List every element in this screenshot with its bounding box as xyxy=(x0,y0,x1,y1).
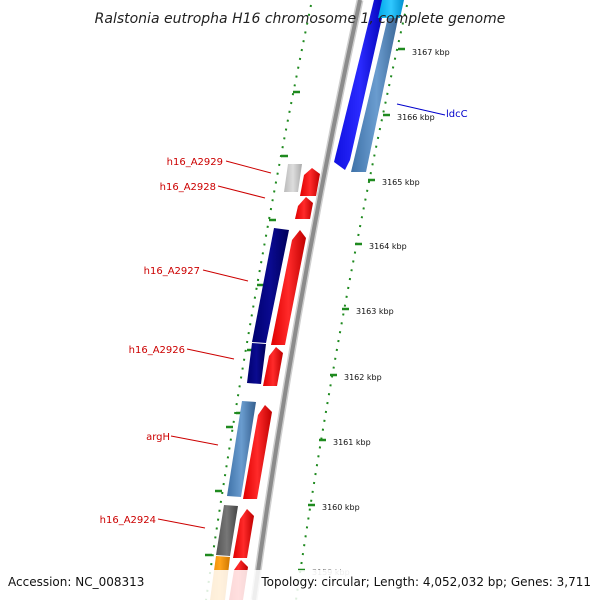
gene-label-h16-A2924[interactable]: h16_A2924 xyxy=(100,515,156,526)
gene-h16-A2924[interactable] xyxy=(233,509,254,558)
chromosome-backbone xyxy=(252,0,362,600)
gene-features xyxy=(210,0,404,600)
map-title: Ralstonia eutropha H16 chromosome 1, com… xyxy=(95,11,506,27)
gene-h16-A2929[interactable] xyxy=(300,168,320,196)
tick-label: 3162 kbp xyxy=(344,373,382,382)
gene-label-h16-A2929[interactable]: h16_A2929 xyxy=(167,157,223,168)
tick-label: 3165 kbp xyxy=(382,178,420,187)
tick-label: 3167 kbp xyxy=(412,48,450,57)
leader-ldcC xyxy=(396,103,446,116)
gene-label-ldcC[interactable]: ldcC xyxy=(446,109,468,120)
accession-text: Accession: NC_008313 xyxy=(8,575,144,589)
gene-argH-steel[interactable] xyxy=(227,401,256,497)
gene-ldcC-partner[interactable] xyxy=(351,0,402,172)
outer-ticks xyxy=(205,90,300,557)
gene-h16-A2928[interactable] xyxy=(295,197,313,219)
tick-label: 3161 kbp xyxy=(333,438,371,447)
gene-label-h16-A2927[interactable]: h16_A2927 xyxy=(144,266,200,277)
gene-label-argH[interactable]: argH xyxy=(146,432,170,443)
leader-h16-A2927 xyxy=(202,269,249,282)
gene-label-h16-A2926[interactable]: h16_A2926 xyxy=(129,345,185,356)
leader-h16-A2928 xyxy=(217,185,266,199)
gene-h16-A2929-gray[interactable] xyxy=(284,164,302,192)
leader-h16-A2926 xyxy=(186,348,235,360)
leader-argH xyxy=(170,435,219,446)
leader-h16-A2924 xyxy=(157,518,206,529)
outer-dotted-line xyxy=(205,4,312,600)
gene-h16-A2927[interactable] xyxy=(271,230,306,345)
tick-label: 3160 kbp xyxy=(322,503,360,512)
tick-label: 3163 kbp xyxy=(356,307,394,316)
summary-text: Topology: circular; Length: 4,052,032 bp… xyxy=(260,575,591,589)
tick-label: 3166 kbp xyxy=(397,113,435,122)
gene-label-h16-A2928[interactable]: h16_A2928 xyxy=(160,182,216,193)
gene-h16-A2926[interactable] xyxy=(263,347,283,386)
tick-label: 3164 kbp xyxy=(369,242,407,251)
gene-h16-A2927-navy[interactable] xyxy=(252,228,289,343)
gene-argH[interactable] xyxy=(243,405,272,499)
leader-lines xyxy=(157,103,446,529)
gene-labels: ldcC h16_A2929 h16_A2928 h16_A2927 h16_A… xyxy=(100,109,468,526)
leader-h16-A2929 xyxy=(225,160,272,174)
gene-h16-A2926-navy[interactable] xyxy=(247,343,266,384)
footer-background xyxy=(0,570,600,600)
gene-h16-A2924-gray[interactable] xyxy=(216,505,238,556)
gene-cyan-top[interactable] xyxy=(378,0,404,18)
gene-ldcC[interactable] xyxy=(334,0,386,170)
